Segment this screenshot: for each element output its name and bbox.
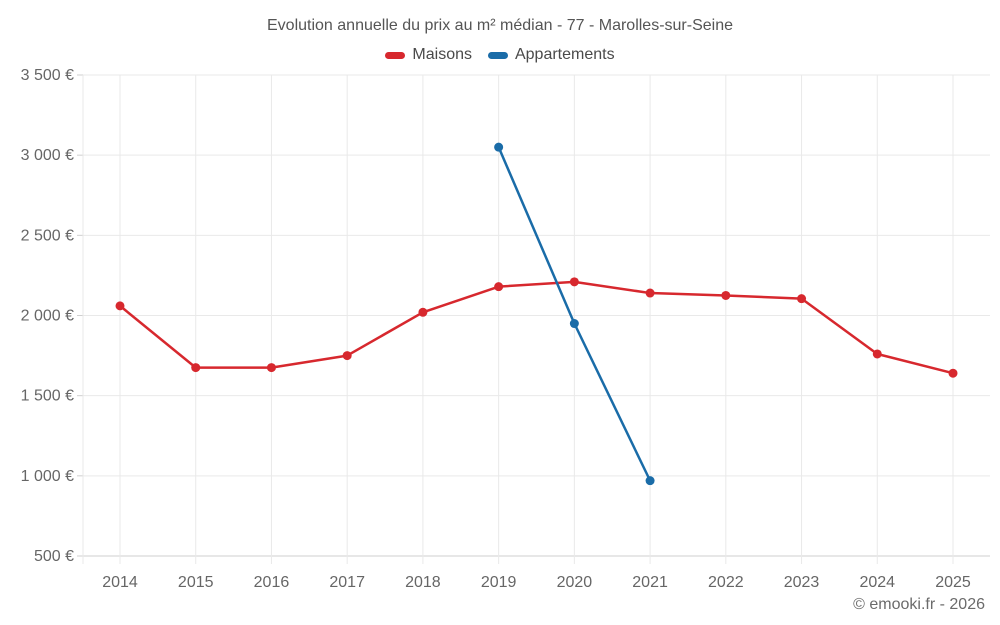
svg-text:2022: 2022	[708, 574, 744, 591]
svg-text:2021: 2021	[632, 574, 668, 591]
svg-text:2 000 €: 2 000 €	[21, 308, 74, 325]
svg-text:2016: 2016	[254, 574, 290, 591]
chart-title: Evolution annuelle du prix au m² médian …	[267, 17, 733, 34]
svg-text:2018: 2018	[405, 574, 441, 591]
legend-item-appartements[interactable]: Appartements	[487, 46, 615, 64]
chart-legend: Maisons Appartements	[0, 46, 1000, 64]
svg-text:1 000 €: 1 000 €	[21, 468, 74, 485]
svg-text:2020: 2020	[557, 574, 593, 591]
svg-text:2014: 2014	[102, 574, 138, 591]
svg-text:1 500 €: 1 500 €	[21, 388, 74, 405]
svg-text:2024: 2024	[859, 574, 895, 591]
legend-item-maisons[interactable]: Maisons	[385, 46, 472, 64]
copyright-footer: © emooki.fr - 2026	[853, 596, 985, 613]
svg-text:2019: 2019	[481, 574, 517, 591]
svg-text:2015: 2015	[178, 574, 214, 591]
svg-text:3 500 €: 3 500 €	[21, 67, 74, 84]
legend-label-maisons: Maisons	[412, 46, 472, 63]
svg-text:2023: 2023	[784, 574, 820, 591]
maisons-swatch-icon	[385, 51, 406, 59]
svg-text:3 000 €: 3 000 €	[21, 147, 74, 164]
svg-text:500 €: 500 €	[34, 548, 74, 565]
svg-text:2025: 2025	[935, 574, 971, 591]
legend-label-appartements: Appartements	[514, 46, 615, 63]
svg-text:2017: 2017	[329, 574, 365, 591]
svg-text:2 500 €: 2 500 €	[21, 227, 74, 244]
appartements-swatch-icon	[487, 51, 508, 59]
